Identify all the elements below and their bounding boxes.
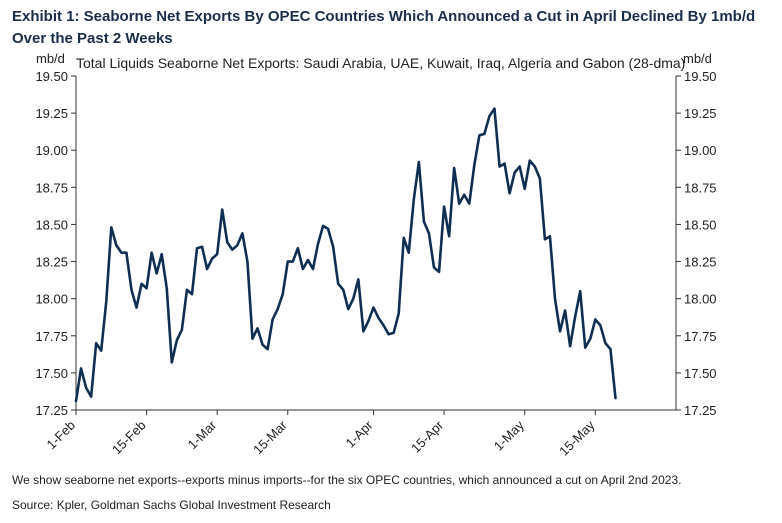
y-tick-label-left: 18.25 [35, 255, 68, 270]
footnote: We show seaborne net exports--exports mi… [12, 473, 682, 487]
x-tick-label: 1-Feb [43, 418, 78, 453]
y-tick-label-left: 19.00 [35, 143, 68, 158]
y-tick-label-left: 18.50 [35, 217, 68, 232]
y-tick-label-left: 17.25 [35, 403, 68, 418]
y-tick-label-right: 19.00 [684, 143, 717, 158]
y-tick-label-right: 17.25 [684, 403, 717, 418]
series-line-0 [74, 107, 617, 403]
y-tick-label-right: 17.50 [684, 366, 717, 381]
x-tick-label: 1-Mar [185, 417, 220, 452]
y-tick-label-left: 18.75 [35, 180, 68, 195]
y-tick-label-right: 18.50 [684, 217, 717, 232]
y-tick-label-right: 19.50 [684, 69, 717, 84]
y-tick-label-right: 18.00 [684, 292, 717, 307]
y-tick-label-left: 19.50 [35, 69, 68, 84]
plot-title: Total Liquids Seaborne Net Exports: Saud… [76, 55, 685, 71]
y-tick-label-left: 17.50 [35, 366, 68, 381]
y-tick-label-left: 18.00 [35, 292, 68, 307]
y-axis-unit-left: mb/d [36, 51, 65, 66]
y-tick-label-left: 17.75 [35, 329, 68, 344]
y-tick-label-right: 19.25 [684, 106, 717, 121]
y-tick-label-right: 18.25 [684, 255, 717, 270]
x-tick-label: 15-Feb [109, 418, 149, 458]
x-tick-label: 15-Apr [408, 417, 447, 456]
y-tick-label-left: 19.25 [35, 106, 68, 121]
x-tick-label: 15-May [556, 417, 598, 459]
x-tick-label: 1-May [491, 417, 527, 453]
x-tick-label: 1-Apr [343, 417, 377, 451]
exhibit-title: Exhibit 1: Seaborne Net Exports By OPEC … [12, 8, 756, 47]
x-tick-label: 15-Mar [250, 417, 290, 457]
y-axis-unit-right: mb/d [683, 51, 712, 66]
y-tick-label-right: 17.75 [684, 329, 717, 344]
y-tick-label-right: 18.75 [684, 180, 717, 195]
source-note: Source: Kpler, Goldman Sachs Global Inve… [12, 498, 331, 512]
